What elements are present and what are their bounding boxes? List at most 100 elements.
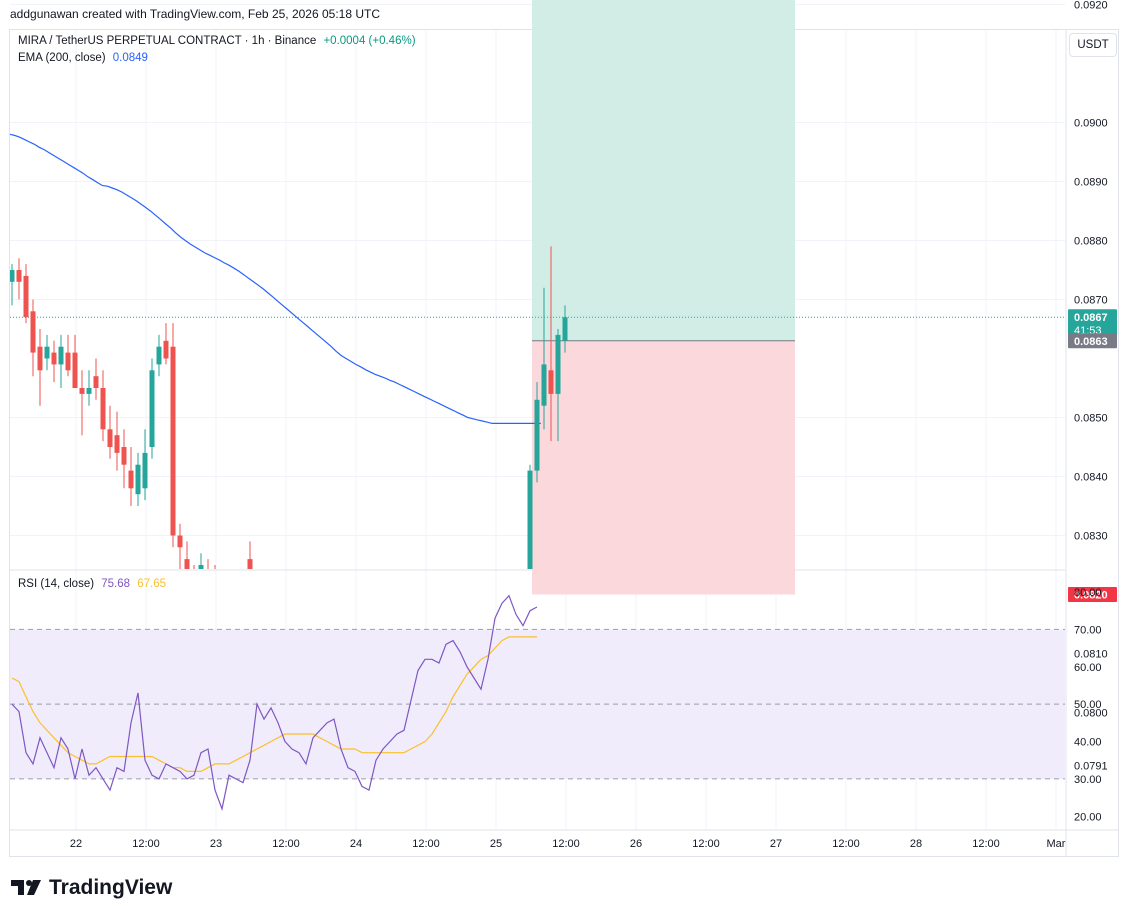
ema-value: 0.0849: [112, 52, 148, 64]
x-axis-tick-label: 27: [770, 838, 782, 850]
price-axis-tick-label: 0.0880: [1074, 236, 1108, 248]
candle-down: [184, 559, 190, 569]
rsi-axis-tick-label: 20.00: [1074, 811, 1102, 823]
candle-up: [142, 452, 148, 489]
price-series-group: [10, 133, 568, 813]
symbol-title: MIRA / TetherUS PERPETUAL CONTRACT · 1h …: [18, 35, 317, 47]
price-label-last: 0.0867: [1074, 312, 1108, 324]
x-axis-tick-label: 24: [350, 838, 362, 850]
x-axis-tick-label: 12:00: [832, 838, 860, 850]
candle-up: [527, 470, 533, 569]
candle-up: [339, 606, 344, 624]
price-axis-tick-label: 0.0840: [1074, 472, 1108, 484]
price-axis-tick-label: 0.0890: [1074, 177, 1108, 189]
candle-down: [72, 352, 78, 388]
candle-up: [241, 600, 246, 606]
rsi-line: [11, 594, 538, 811]
ema-200-line: [10, 133, 541, 424]
candle-down: [114, 435, 120, 453]
price-label-entry: 0.0863: [1074, 336, 1108, 348]
x-axis-tick-label: 28: [910, 838, 922, 850]
candle-down: [65, 352, 71, 371]
price-label-stop-bg: [1068, 587, 1117, 602]
candle-down: [100, 388, 106, 430]
brand-name: TradingView: [49, 876, 173, 899]
x-axis-tick-label: 12:00: [272, 838, 300, 850]
candle-down: [163, 340, 169, 359]
rsi-axis-tick-label: 40.00: [1074, 737, 1102, 749]
loss-zone: [532, 340, 795, 595]
rsi-label: RSI (14, close): [18, 578, 95, 590]
rsi-ma-value: 67.65: [137, 578, 167, 590]
candle-down: [23, 275, 29, 318]
candle-down: [458, 801, 463, 813]
candle-down: [16, 270, 22, 282]
price-label-last-bg: [1068, 309, 1117, 338]
rsi-legend[interactable]: RSI (14, close) 75.68 67.65: [18, 578, 170, 590]
candle-up: [58, 346, 64, 365]
currency-unit-button[interactable]: USDT: [1069, 33, 1117, 57]
price-axis-tick-label: 0.0830: [1074, 531, 1108, 543]
candle-down: [170, 346, 176, 536]
price-axis-tick-label: 0.0850: [1074, 413, 1108, 425]
candle-up: [86, 388, 92, 394]
candle-up: [44, 346, 50, 359]
price-label-stop: 0.0820: [1074, 590, 1108, 602]
candle-down: [213, 583, 218, 607]
symbol-change: +0.0004 (+0.46%): [323, 35, 416, 47]
candle-down: [451, 783, 456, 801]
price-axis-tick-label: 0.0920: [1074, 0, 1108, 12]
price-axis-tick-label: 0.0870: [1074, 295, 1108, 307]
candle-down: [227, 606, 232, 630]
candle-up: [353, 606, 358, 630]
price-axis-tick-label: 0.0810: [1074, 649, 1108, 661]
candle-up: [234, 589, 239, 619]
price-axis-tick-label: 0.0900: [1074, 118, 1108, 130]
x-axis-tick-label: 22: [70, 838, 82, 850]
candle-up: [555, 334, 561, 394]
rsi-axis-tick-label: 60.00: [1074, 662, 1102, 674]
candle-down: [128, 470, 134, 489]
x-axis-tick-label: 12:00: [132, 838, 160, 850]
x-axis-tick-label: 12:00: [552, 838, 580, 850]
candle-down: [548, 370, 554, 394]
candle-up: [198, 565, 204, 569]
x-axis-tick-label: 12:00: [412, 838, 440, 850]
candle-down: [247, 559, 253, 569]
tradingview-logo-icon: [11, 880, 41, 895]
x-axis-tick-label: Mar: [1047, 838, 1066, 850]
candle-up: [149, 370, 155, 447]
price-label-target: 0.0951: [1074, 56, 1108, 68]
price-axis-tick-label: 0.0800: [1074, 708, 1108, 720]
price-label-entry-bg: [1068, 333, 1117, 349]
attribution-text: addgunawan created with TradingView.com,…: [10, 7, 381, 21]
rsi-axis-tick-label: 30.00: [1074, 774, 1102, 786]
profit-zone: [532, 0, 795, 341]
candle-down: [220, 606, 225, 618]
x-axis-tick-label: 12:00: [692, 838, 720, 850]
candle-up: [534, 399, 540, 471]
candle-down: [37, 346, 43, 371]
ema-label: EMA (200, close): [18, 52, 106, 64]
ema-legend[interactable]: EMA (200, close) 0.0849: [18, 52, 152, 64]
candle-down: [30, 311, 36, 353]
rsi-band: [10, 629, 1065, 779]
candle-down: [192, 577, 197, 583]
x-axis-tick-label: 23: [210, 838, 222, 850]
rsi-axis-tick-label: 50.00: [1074, 699, 1102, 711]
candle-up: [135, 464, 141, 495]
price-axis-tick-label: 0.0791: [1074, 761, 1108, 773]
x-axis-tick-label: 26: [630, 838, 642, 850]
symbol-legend[interactable]: MIRA / TetherUS PERPETUAL CONTRACT · 1h …: [18, 35, 420, 47]
candle-down: [79, 388, 85, 394]
candle-down: [51, 352, 57, 365]
candle-down: [107, 429, 113, 447]
rsi-ma-line: [11, 636, 537, 773]
tradingview-logo: TradingView: [11, 876, 172, 900]
x-axis-tick-label: 12:00: [972, 838, 1000, 850]
rsi-value: 75.68: [101, 578, 131, 590]
rsi-axis-tick-label: 70.00: [1074, 624, 1102, 636]
candle-up: [541, 364, 547, 406]
candle-down: [177, 535, 183, 548]
